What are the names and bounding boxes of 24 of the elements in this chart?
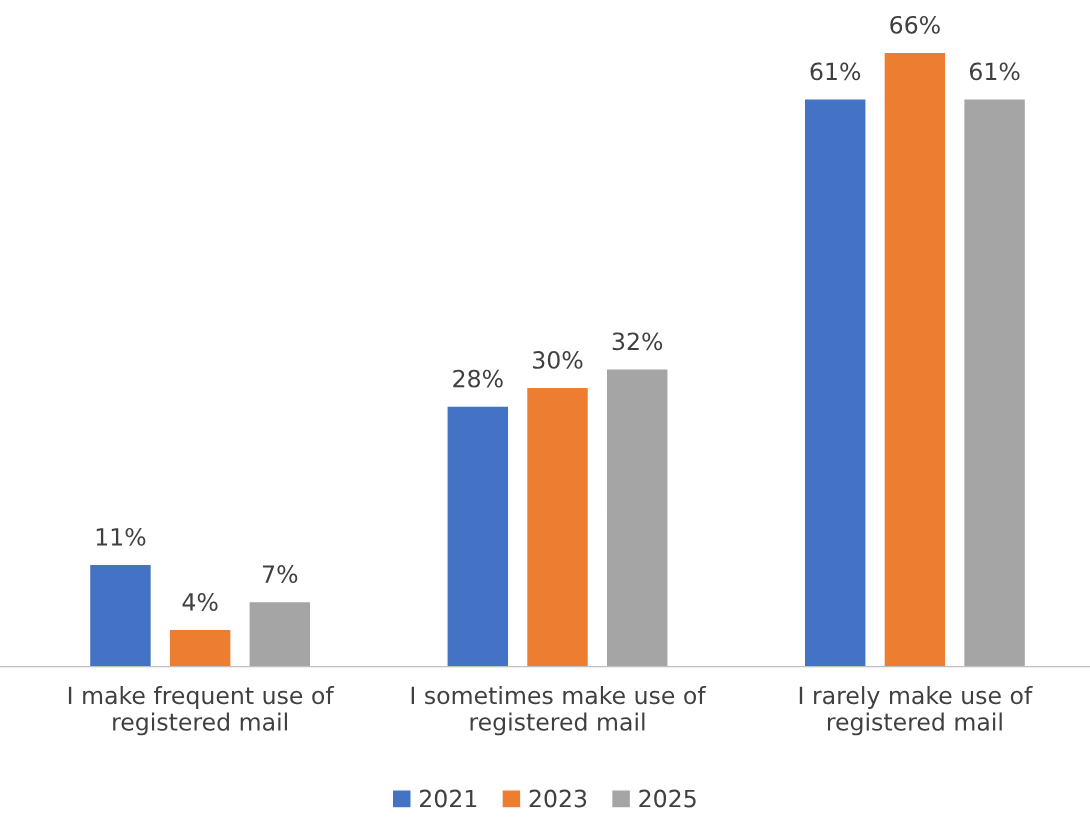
data-label: 4% [182, 593, 218, 611]
bar [883, 51, 947, 667]
bar [803, 98, 867, 667]
data-label: 7% [263, 565, 298, 583]
bar [248, 600, 312, 667]
legend-label: 2025 [639, 789, 696, 808]
legend-label: 2021 [420, 789, 477, 808]
data-label: 66% [890, 15, 940, 34]
data-label: 28% [453, 369, 503, 388]
bar [168, 628, 232, 667]
data-label: 30% [533, 351, 583, 369]
data-label: 61% [969, 62, 1020, 81]
bar [605, 368, 669, 667]
bar [525, 386, 590, 667]
x-tick-label: I rarely make use of registered mail [799, 686, 1033, 736]
bar [962, 98, 1027, 667]
legend-label: 2023 [529, 789, 587, 808]
data-label: 61% [810, 62, 861, 81]
x-tick-label: I sometimes make use of registered mail [411, 686, 707, 736]
data-label: 11% [96, 527, 146, 546]
bar [446, 405, 510, 667]
data-label: 32% [612, 332, 663, 351]
bar [88, 563, 153, 667]
x-tick-label: I make frequent use of registered mail [68, 686, 335, 736]
